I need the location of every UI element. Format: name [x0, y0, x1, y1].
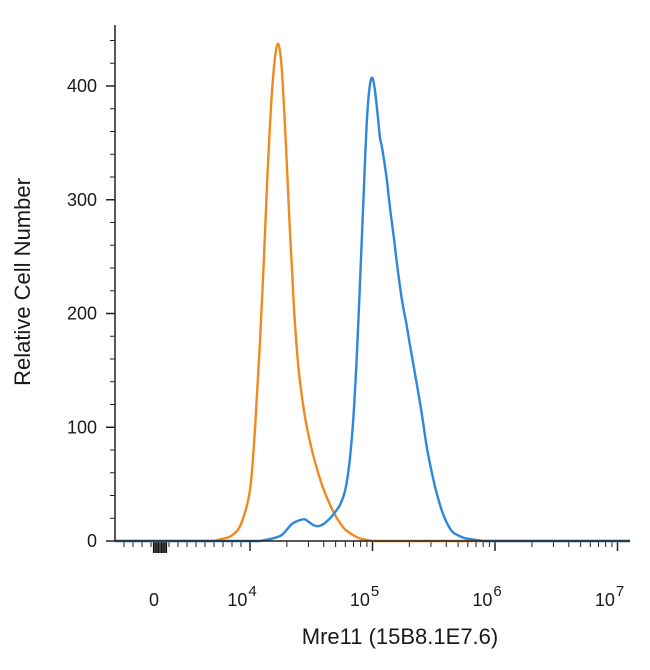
- x-tick-label: 107: [595, 583, 624, 610]
- y-tick-label: 0: [87, 531, 97, 551]
- x-tick-label: 106: [472, 583, 501, 610]
- y-axis-title: Relative Cell Number: [10, 178, 35, 386]
- y-tick-label: 300: [67, 190, 97, 210]
- y-tick-label: 100: [67, 417, 97, 437]
- x-tick-label: 104: [227, 583, 256, 610]
- histogram-curve-blue: [115, 76, 630, 543]
- x-tick-label: 105: [350, 583, 379, 610]
- y-axis-ticks: 0 100 200 300 400: [67, 40, 115, 551]
- x-tick-label: 0: [149, 590, 159, 610]
- x-axis-ticks: [123, 541, 619, 553]
- y-tick-label: 400: [67, 76, 97, 96]
- histogram-curve-orange: [115, 42, 630, 543]
- x-axis-tick-labels: 0 104 105 106 107: [149, 583, 624, 610]
- plot-series: [115, 42, 630, 543]
- x-axis-title: Mre11 (15B8.1E7.6): [302, 624, 498, 649]
- y-tick-label: 200: [67, 304, 97, 324]
